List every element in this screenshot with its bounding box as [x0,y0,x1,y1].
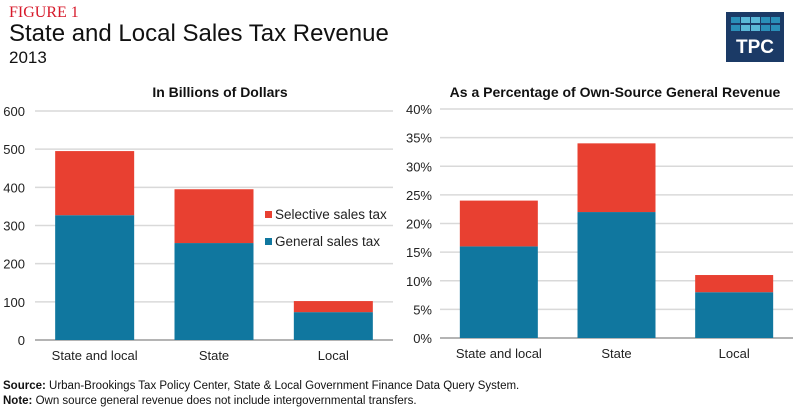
note-label: Note: [3,395,33,407]
logo-cell [751,17,760,23]
y-tick-label: 20% [406,217,432,232]
y-tick-label: 30% [406,159,432,174]
source-label: Source: [3,380,46,392]
source-text: Urban-Brookings Tax Policy Center, State… [45,380,520,392]
bar-general-2 [695,292,774,338]
logo-text: TPC [736,37,774,58]
note-text: Own source general revenue does not incl… [32,395,417,407]
logo-cell [771,17,780,23]
bar-selective-1 [577,143,656,213]
y-tick-label: 40% [406,102,432,117]
logo-cell [761,17,770,23]
chart-subtitle: 2013 [9,48,47,67]
left-panel-title: In Billions of Dollars [152,84,288,100]
logo-cell [731,25,740,31]
x-tick-label: State and local [456,346,542,361]
y-tick-label: 0 [18,333,25,348]
x-tick-label: Local [719,346,750,361]
y-tick-label: 25% [406,188,432,203]
source-note: Source: Urban-Brookings Tax Policy Cente… [3,380,519,392]
legend-swatch [265,211,272,218]
legend-label: General sales tax [275,234,380,249]
x-tick-label: State [199,348,229,363]
logo-cell [761,25,770,31]
y-tick-label: 300 [3,219,25,234]
y-tick-label: 35% [406,131,432,146]
bar-selective-2 [695,275,774,293]
x-tick-label: Local [318,348,349,363]
y-tick-label: 5% [413,302,432,317]
bar-selective-1 [174,189,254,244]
y-tick-label: 500 [3,142,25,157]
tpc-logo: TPC [726,12,784,62]
legend-swatch [265,238,272,245]
logo-cell [741,25,750,31]
y-tick-label: 200 [3,257,25,272]
y-tick-label: 15% [406,245,432,260]
y-tick-label: 0% [413,331,432,346]
figure-label: FIGURE 1 [9,4,79,21]
right-panel-title: As a Percentage of Own-Source General Re… [449,84,781,100]
chart-title: State and Local Sales Tax Revenue [9,20,389,47]
x-tick-label: State and local [52,348,138,363]
legend-label: Selective sales tax [275,207,387,222]
bar-general-0 [459,246,538,338]
x-tick-label: State [601,346,631,361]
left-chart: 0 100 200 300 400 500 600 State and local State L… [3,104,393,363]
y-tick-label: 400 [3,180,25,195]
y-tick-label: 100 [3,295,25,310]
bar-selective-2 [293,301,373,313]
bar-general-1 [174,243,254,340]
bar-general-2 [293,312,373,340]
right-chart: 0% 5% 10% 15% 20% 25% 30% 35% 40% State and local… [406,102,793,361]
bar-general-0 [55,215,135,340]
y-tick-label: 600 [3,104,25,119]
logo-cell [771,25,780,31]
y-tick-label: 10% [406,274,432,289]
bar-general-1 [577,212,656,338]
footnote: Note: Own source general revenue does no… [3,395,417,407]
logo-cell [741,17,750,23]
bar-selective-0 [459,200,538,247]
logo-cell [731,17,740,23]
bar-selective-0 [55,151,135,216]
logo-cell [751,25,760,31]
